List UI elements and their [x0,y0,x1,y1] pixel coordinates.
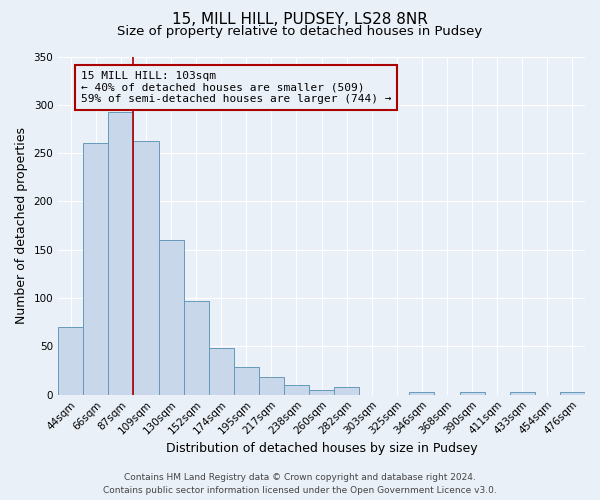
Bar [409,392,434,394]
Bar [83,144,109,394]
Bar [234,366,259,394]
Bar [209,348,234,395]
Text: 15 MILL HILL: 103sqm
← 40% of detached houses are smaller (509)
59% of semi-deta: 15 MILL HILL: 103sqm ← 40% of detached h… [81,71,391,104]
Text: Size of property relative to detached houses in Pudsey: Size of property relative to detached ho… [118,25,482,38]
Bar [158,240,184,394]
Bar [460,392,485,394]
Bar [309,390,334,394]
Bar [560,392,585,394]
Y-axis label: Number of detached properties: Number of detached properties [15,127,28,324]
Text: 15, MILL HILL, PUDSEY, LS28 8NR: 15, MILL HILL, PUDSEY, LS28 8NR [172,12,428,28]
Bar [133,140,158,394]
Bar [58,327,83,394]
Bar [334,387,359,394]
Bar [259,378,284,394]
Text: Contains HM Land Registry data © Crown copyright and database right 2024.
Contai: Contains HM Land Registry data © Crown c… [103,473,497,495]
Bar [510,392,535,394]
X-axis label: Distribution of detached houses by size in Pudsey: Distribution of detached houses by size … [166,442,478,455]
Bar [284,385,309,394]
Bar [184,301,209,394]
Bar [109,112,133,395]
